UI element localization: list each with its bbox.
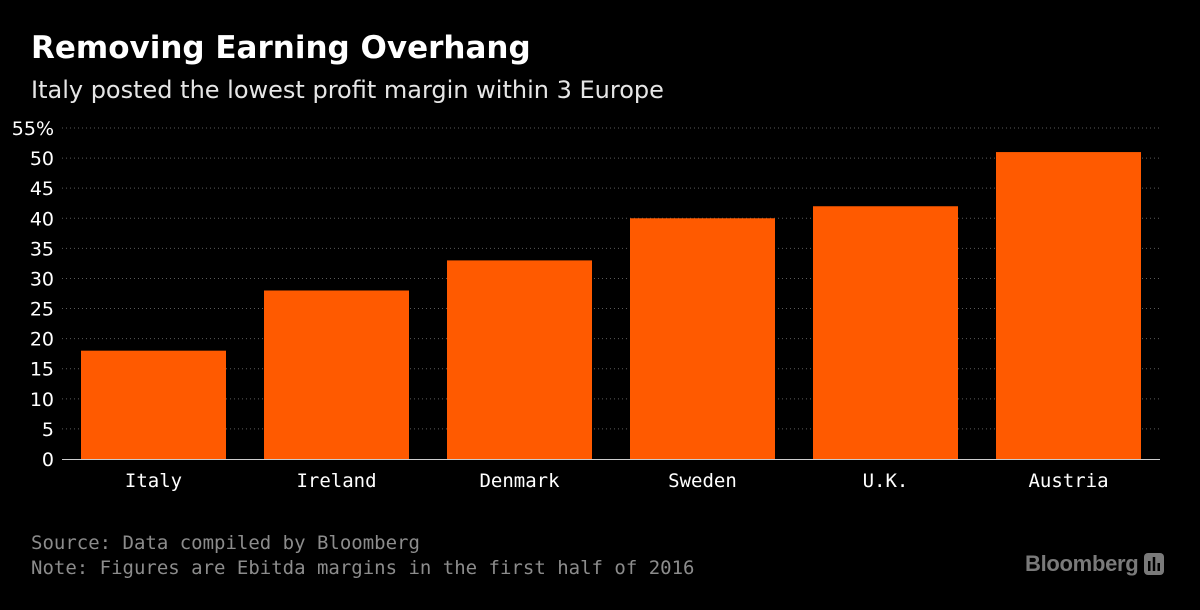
chart-footer: Source: Data compiled by Bloomberg Note:… bbox=[31, 531, 694, 581]
bar bbox=[447, 260, 592, 459]
x-tick-label: Sweden bbox=[668, 470, 737, 492]
bar bbox=[81, 350, 226, 459]
bar bbox=[630, 218, 775, 459]
y-tick-label: 30 bbox=[30, 268, 54, 290]
y-tick-label: 5 bbox=[42, 419, 54, 441]
y-tick-label: 40 bbox=[30, 208, 54, 230]
source-note: Source: Data compiled by Bloomberg bbox=[31, 532, 420, 554]
bar bbox=[813, 206, 958, 459]
figures-note: Note: Figures are Ebitda margins in the … bbox=[31, 557, 695, 579]
bloomberg-terminal-icon bbox=[1144, 553, 1165, 575]
chart-title: Removing Earning Overhang bbox=[31, 30, 531, 66]
y-tick-label: 35 bbox=[30, 238, 54, 260]
x-tick-label: Italy bbox=[125, 470, 182, 492]
bar bbox=[996, 152, 1141, 459]
x-tick-label: Austria bbox=[1028, 470, 1108, 492]
y-tick-label: 45 bbox=[30, 178, 54, 200]
bar bbox=[264, 290, 409, 459]
brand-name: Bloomberg bbox=[1025, 551, 1139, 576]
y-tick-label: 20 bbox=[30, 329, 54, 351]
y-tick-label: 25 bbox=[30, 299, 54, 321]
x-tick-label: Ireland bbox=[296, 470, 376, 492]
x-tick-label: U.K. bbox=[863, 470, 909, 492]
chart-subtitle: Italy posted the lowest profit margin wi… bbox=[31, 76, 664, 104]
y-tick-label: 50 bbox=[30, 148, 54, 170]
brand-logo: Bloomberg bbox=[1025, 551, 1165, 577]
y-tick-label: 10 bbox=[30, 389, 54, 411]
y-tick-label: 55% bbox=[12, 118, 54, 140]
y-tick-label: 15 bbox=[30, 359, 54, 381]
x-tick-label: Denmark bbox=[479, 470, 560, 492]
y-tick-label: 0 bbox=[42, 449, 54, 471]
